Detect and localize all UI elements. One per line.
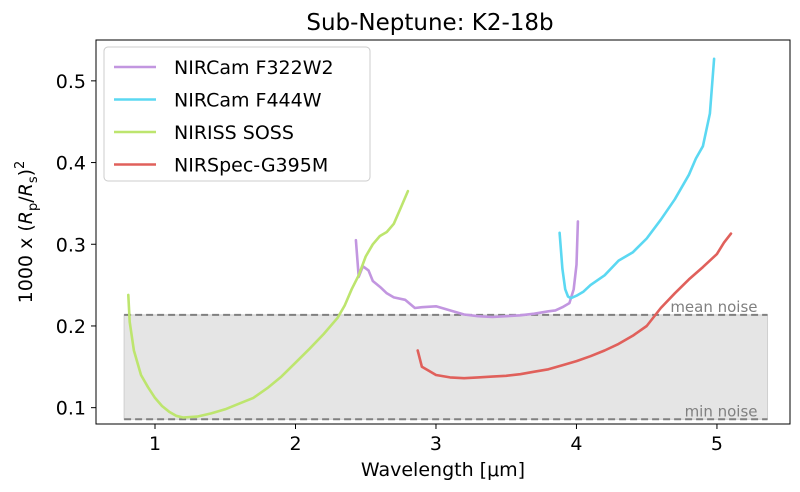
x-tick-label: 5 [711,433,723,455]
plot-area: mean noise min noise [123,57,769,421]
legend-label: NIRSpec-G395M [174,155,328,177]
series-line-nircam-f322w2 [354,220,580,319]
series-line-nircam-f444w [558,57,716,300]
y-tick-label: 0.1 [56,398,86,420]
legend-box [103,46,371,182]
y-axis-label: 1000 x (Rp/Rs)2 [13,161,41,304]
y-tick-label: 0.4 [56,153,86,175]
legend-label: NIRCam F444W [174,90,322,112]
x-tick-label: 2 [289,433,301,455]
x-axis-label: Wavelength [μm] [361,459,525,481]
series-layer [127,57,733,419]
chart-title: Sub-Neptune: K2-18b [306,10,553,36]
series-line-nirspec-g395m [416,232,733,380]
series-line-niriss-soss [127,189,410,419]
y-tick-label: 0.3 [56,234,86,256]
y-tick-label: 0.2 [56,316,86,338]
legend-label: NIRISS SOSS [174,122,294,144]
y-axis: 0.1 0.2 0.3 0.4 0.5 [56,71,96,420]
x-tick-label: 1 [149,433,161,455]
x-axis: 1 2 3 4 5 [149,424,723,455]
mean-noise-label: mean noise [670,298,757,316]
noise-band [123,314,769,420]
x-tick-label: 4 [570,433,582,455]
x-tick-label: 3 [430,433,442,455]
min-noise-label: min noise [685,402,758,420]
legend: NIRCam F322W2 NIRCam F444W NIRISS SOSS NIRS… [103,46,371,182]
axes-frame [95,39,791,425]
legend-label: NIRCam F322W2 [174,57,334,79]
y-tick-label: 0.5 [56,71,86,93]
